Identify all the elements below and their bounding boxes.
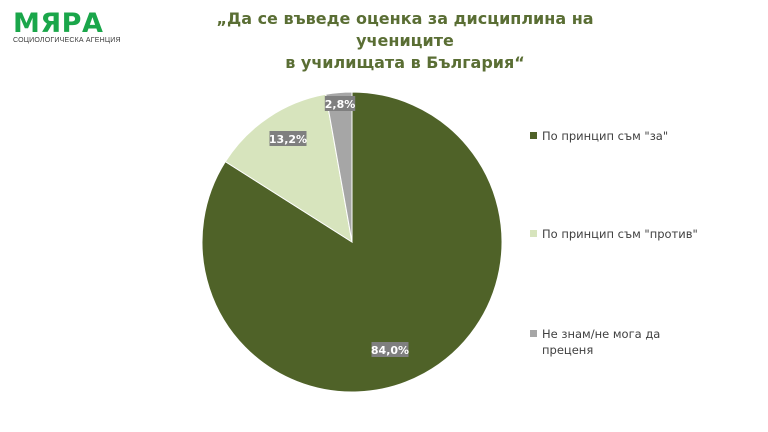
pie-slice-neznam <box>325 91 353 243</box>
legend-swatch <box>530 132 537 139</box>
chart-title-line2: в училищата в България“ <box>285 53 525 72</box>
legend-label: Не знам/не мога да преценя <box>542 327 661 357</box>
data-label-neznam: 2,8% <box>325 98 356 111</box>
chart-title-line1: „Да се въведе оценка за дисциплина на уч… <box>216 9 594 50</box>
data-label-protiv: 13,2% <box>269 133 307 146</box>
legend-item-za: По принцип съм "за" <box>530 128 668 144</box>
legend-swatch <box>530 330 537 337</box>
logo-name: МЯРА <box>13 8 104 39</box>
legend-label: По принцип съм "за" <box>542 129 669 143</box>
legend-item-protiv: По принцип съм "против" <box>530 226 698 242</box>
pie-slice-protiv <box>224 93 353 244</box>
chart-title: „Да се въведе оценка за дисциплина на уч… <box>180 8 630 74</box>
legend-item-neznam: Не знам/не мога да преценя <box>530 326 680 358</box>
legend-label: По принцип съм "против" <box>542 227 698 241</box>
data-label-za: 84,0% <box>371 344 409 357</box>
logo: МЯРА СОЦИОЛОГИЧЕСКА АГЕНЦИЯ <box>13 10 121 44</box>
logo-subtitle: СОЦИОЛОГИЧЕСКА АГЕНЦИЯ <box>13 37 121 44</box>
legend-swatch <box>530 230 537 237</box>
